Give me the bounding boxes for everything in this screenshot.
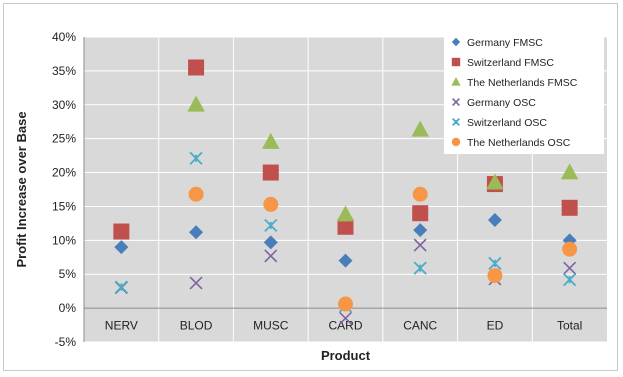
data-point	[413, 261, 427, 275]
legend-marker	[451, 37, 461, 47]
legend-marker	[452, 98, 460, 106]
y-axis-title: Profit Increase over Base	[14, 111, 29, 267]
legend-marker	[451, 117, 461, 127]
legend-label: Switzerland FMSC	[467, 57, 554, 69]
legend-label: The Netherlands FMSC	[467, 77, 578, 89]
chart-frame: -5% 0% 5% 10% 15% 20% 25% 30% 35% 40% NERV BLOD MUS…	[3, 3, 618, 371]
x-axis-title: Product	[321, 348, 371, 363]
data-point	[263, 196, 279, 212]
data-point	[488, 256, 502, 270]
data-point	[338, 296, 353, 312]
x-tick-label: BLOD	[180, 319, 213, 333]
legend-box	[444, 30, 604, 154]
data-point	[486, 173, 504, 190]
y-tick-label: -5%	[55, 335, 77, 349]
data-point	[336, 205, 355, 222]
data-point	[487, 213, 502, 227]
x-tick-label: MUSC	[253, 319, 289, 333]
data-point	[189, 151, 203, 165]
x-tick-label: ED	[487, 319, 504, 333]
y-tick-label: 30%	[52, 98, 76, 112]
y-tick-label: 20%	[52, 166, 76, 180]
data-point	[413, 238, 427, 252]
data-point	[264, 249, 278, 263]
data-point	[188, 59, 205, 76]
legend-label: The Netherlands OSC	[467, 137, 571, 149]
data-point	[262, 164, 279, 181]
data-point	[113, 223, 130, 240]
chart: -5% 0% 5% 10% 15% 20% 25% 30% 35% 40% NERV BLOD MUS…	[14, 30, 607, 363]
legend-marker	[451, 137, 461, 147]
y-tick-label: 15%	[52, 199, 76, 213]
y-tick-label: 5%	[59, 267, 77, 281]
y-tick-label: 0%	[59, 301, 77, 315]
data-point	[188, 186, 204, 202]
data-point	[263, 235, 278, 250]
data-point	[487, 268, 503, 284]
data-point	[261, 132, 280, 149]
legend-label: Germany FMSC	[467, 37, 543, 49]
y-tick-label: 35%	[52, 64, 76, 78]
legend-label: Germany OSC	[467, 97, 536, 109]
y-tick-labels: -5% 0% 5% 10% 15% 20% 25% 30% 35% 40%	[52, 30, 76, 349]
legend-marker	[451, 77, 461, 86]
y-tick-label: 10%	[52, 233, 76, 247]
y-tick-label: 40%	[52, 30, 76, 44]
data-point	[114, 240, 129, 255]
data-point	[411, 120, 430, 137]
data-point	[189, 276, 203, 290]
data-point	[560, 163, 579, 180]
legend: Germany FMSC Switzerland FMSC The Netherla…	[444, 30, 604, 154]
data-point	[337, 218, 354, 235]
data-point	[561, 199, 578, 216]
x-tick-label: Total	[557, 319, 582, 333]
data-point	[412, 205, 429, 222]
data-points	[113, 59, 579, 325]
legend-marker	[451, 57, 461, 67]
data-point	[264, 218, 278, 233]
data-point	[189, 225, 204, 240]
data-point	[413, 223, 428, 238]
x-tick-labels: NERV BLOD MUSC CARD CANC ED Total	[105, 319, 583, 333]
legend-label: Switzerland OSC	[467, 117, 547, 129]
x-tick-label: NERV	[105, 319, 138, 333]
x-tick-label: CARD	[328, 319, 362, 333]
data-point	[563, 273, 577, 287]
data-point	[563, 261, 577, 275]
data-point	[114, 280, 128, 294]
y-tick-label: 25%	[52, 132, 76, 146]
x-tick-label: CANC	[403, 319, 437, 333]
data-point	[562, 241, 578, 257]
data-point	[412, 186, 428, 202]
data-point	[187, 95, 205, 112]
data-point	[338, 311, 353, 325]
